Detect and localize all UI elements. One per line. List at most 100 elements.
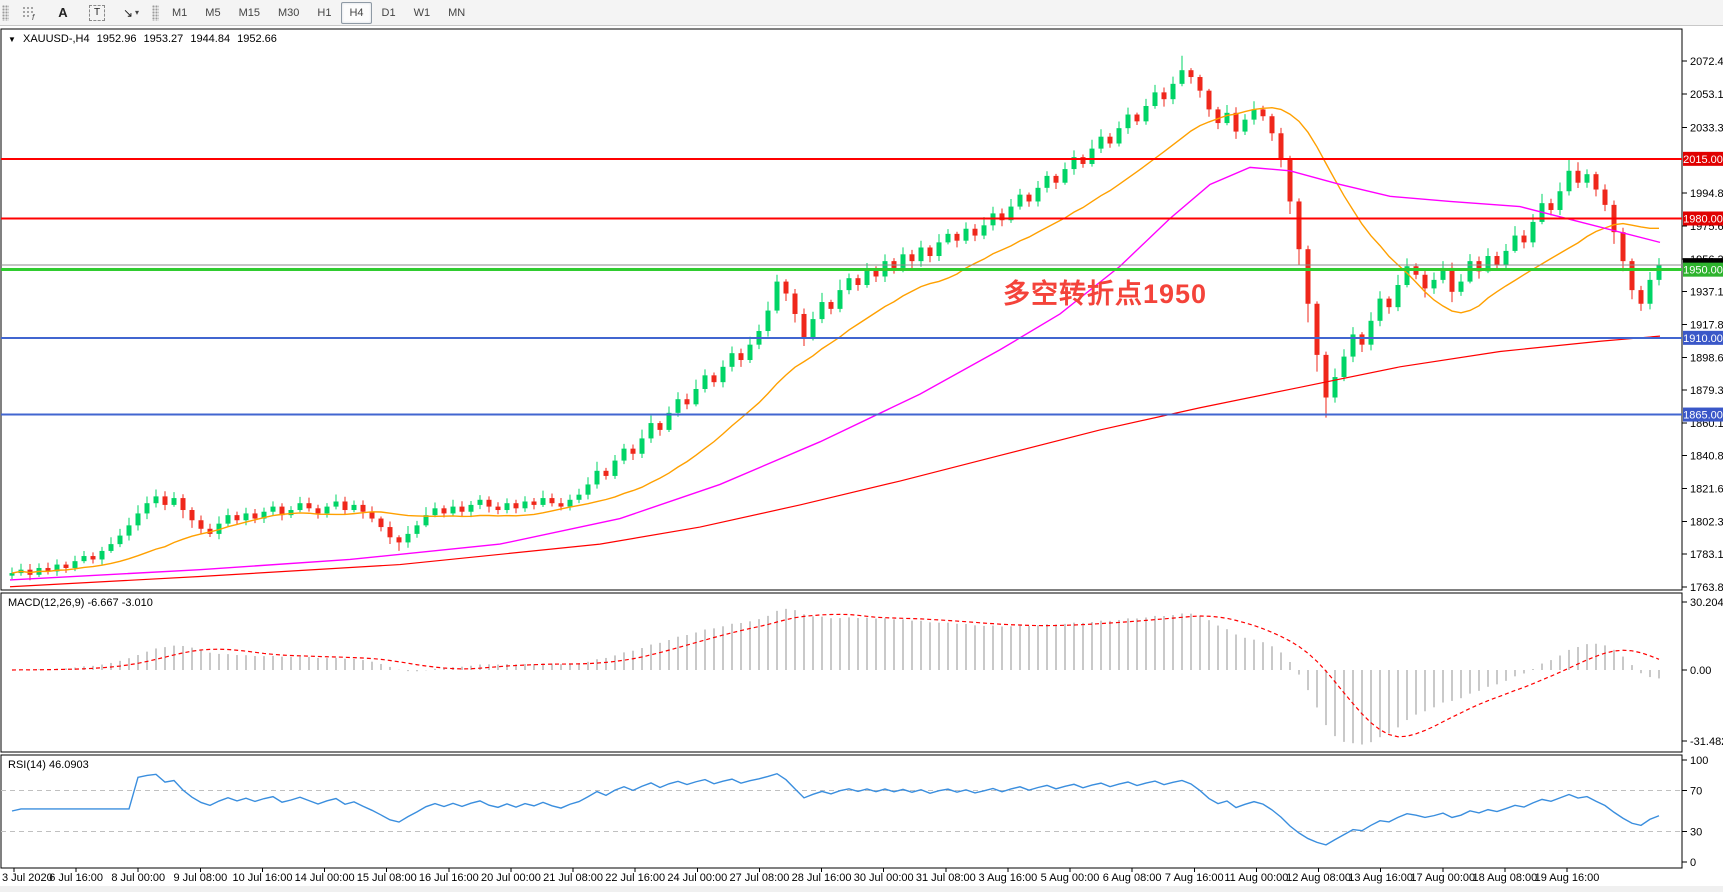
- timeframe-d1[interactable]: D1: [381, 6, 396, 19]
- svg-text:1783.10: 1783.10: [1690, 549, 1723, 561]
- svg-text:0.00: 0.00: [1690, 665, 1711, 677]
- timeframe-h1[interactable]: H1: [317, 6, 332, 19]
- svg-text:1840.85: 1840.85: [1690, 451, 1723, 463]
- svg-text:1917.85: 1917.85: [1690, 319, 1723, 331]
- svg-text:1980.00: 1980.00: [1683, 214, 1723, 226]
- svg-text:1994.85: 1994.85: [1690, 188, 1723, 200]
- macd-indicator-label: MACD(12,26,9) -6.667 -3.010: [8, 597, 153, 609]
- price-axis: 2072.402053.152033.351994.851975.601956.…: [1682, 56, 1723, 594]
- bottom-strip: [0, 886, 1723, 892]
- candles: [9, 55, 1662, 581]
- timeframe-h4[interactable]: H4: [341, 1, 372, 24]
- rsi-line: [11, 772, 1660, 846]
- ma-slow-line: [9, 335, 1661, 588]
- toolbar-drag-handle[interactable]: [2, 4, 9, 21]
- main-panel[interactable]: [0, 28, 1683, 591]
- svg-text:3 Jul 2020: 3 Jul 2020: [2, 872, 53, 884]
- symbol-header: ▼ XAUUSD-,H4 1952.96 1953.27 1944.84 195…: [8, 33, 281, 45]
- svg-text:28 Jul 16:00: 28 Jul 16:00: [792, 872, 852, 884]
- ohlc-low: 1944.84: [190, 33, 231, 45]
- svg-text:1898.60: 1898.60: [1690, 352, 1723, 364]
- ohlc-high: 1953.27: [143, 33, 184, 45]
- svg-text:2072.40: 2072.40: [1690, 56, 1723, 68]
- price-badge-1910.00: [1683, 330, 1723, 345]
- ohlc-close: 1952.66: [237, 33, 277, 45]
- svg-text:f: f: [32, 13, 35, 21]
- svg-text:-31.482: -31.482: [1690, 736, 1723, 748]
- text-label-button[interactable]: T: [82, 2, 112, 24]
- svg-text:27 Jul 08:00: 27 Jul 08:00: [729, 872, 789, 884]
- macd-signal-line: [11, 613, 1660, 738]
- indicators-icon[interactable]: f: [14, 2, 44, 24]
- svg-text:1910.00: 1910.00: [1683, 333, 1723, 345]
- indicators-grid-glyph: f: [23, 6, 35, 21]
- svg-text:15 Jul 08:00: 15 Jul 08:00: [357, 872, 417, 884]
- svg-text:1763.85: 1763.85: [1690, 582, 1723, 594]
- timeframe-buttons: M1 M5 M15 M30 H1 H4 D1 W1 MN: [163, 1, 474, 24]
- svg-text:24 Jul 00:00: 24 Jul 00:00: [667, 872, 727, 884]
- timeframe-m5[interactable]: M5: [205, 6, 221, 19]
- timeframe-w1[interactable]: W1: [413, 6, 431, 19]
- svg-text:1879.35: 1879.35: [1690, 385, 1723, 397]
- svg-text:2053.15: 2053.15: [1690, 89, 1723, 101]
- toolbar-separator: [152, 4, 159, 21]
- svg-text:1821.60: 1821.60: [1690, 484, 1723, 496]
- svg-text:6 Jul 16:00: 6 Jul 16:00: [49, 872, 103, 884]
- svg-text:3 Aug 16:00: 3 Aug 16:00: [979, 872, 1038, 884]
- svg-text:5 Aug 00:00: 5 Aug 00:00: [1041, 872, 1100, 884]
- timeframe-m30[interactable]: M30: [277, 6, 300, 19]
- price-badge-1950.00: [1683, 262, 1723, 277]
- timeframe-m15[interactable]: M15: [238, 6, 260, 19]
- svg-text:30: 30: [1690, 826, 1702, 838]
- symbol-collapse-icon[interactable]: ▼: [8, 35, 16, 44]
- arrow-tool-icon: ↘: [122, 5, 134, 20]
- ma-mid-line: [9, 166, 1661, 581]
- letter-t-icon: T: [89, 4, 105, 21]
- svg-text:10 Jul 16:00: 10 Jul 16:00: [233, 872, 293, 884]
- svg-text:2015.00: 2015.00: [1683, 154, 1723, 166]
- svg-text:21 Jul 08:00: 21 Jul 08:00: [543, 872, 603, 884]
- svg-text:18 Aug 08:00: 18 Aug 08:00: [1472, 872, 1537, 884]
- rsi-panel[interactable]: [0, 754, 1683, 869]
- svg-text:22 Jul 16:00: 22 Jul 16:00: [605, 872, 665, 884]
- letter-a-icon: A: [58, 5, 68, 20]
- price-badge-2015.00: [1683, 151, 1723, 166]
- svg-text:1950.00: 1950.00: [1683, 265, 1723, 277]
- svg-text:30.204: 30.204: [1690, 597, 1723, 609]
- svg-text:11 Aug 00:00: 11 Aug 00:00: [1224, 872, 1288, 884]
- svg-text:8 Jul 00:00: 8 Jul 00:00: [111, 872, 165, 884]
- svg-text:7 Aug 16:00: 7 Aug 16:00: [1165, 872, 1224, 884]
- svg-text:2033.35: 2033.35: [1690, 123, 1723, 135]
- svg-text:13 Aug 16:00: 13 Aug 16:00: [1348, 872, 1413, 884]
- svg-text:100: 100: [1690, 755, 1708, 767]
- chevron-down-icon: ▾: [135, 8, 140, 17]
- svg-text:14 Jul 00:00: 14 Jul 00:00: [295, 872, 355, 884]
- svg-text:0: 0: [1690, 857, 1696, 869]
- svg-text:9 Jul 08:00: 9 Jul 08:00: [173, 872, 227, 884]
- arrow-tools-button[interactable]: ↘ ▾: [116, 2, 146, 24]
- svg-text:6 Aug 08:00: 6 Aug 08:00: [1103, 872, 1162, 884]
- toolbar: f A T ↘ ▾ M1 M5 M15 M30 H1 H4 D1 W1 MN: [0, 0, 1723, 26]
- svg-text:30 Jul 00:00: 30 Jul 00:00: [854, 872, 914, 884]
- rsi-indicator-label: RSI(14) 46.0903: [8, 759, 89, 771]
- svg-text:70: 70: [1690, 786, 1702, 798]
- price-badge-1865.00: [1683, 407, 1723, 422]
- price-badge-1980.00: [1683, 211, 1723, 226]
- chart-annotation-text[interactable]: 多空转折点1950: [1003, 279, 1208, 309]
- svg-text:1937.10: 1937.10: [1690, 287, 1723, 299]
- svg-text:19 Aug 16:00: 19 Aug 16:00: [1535, 872, 1600, 884]
- svg-text:12 Aug 08:00: 12 Aug 08:00: [1286, 872, 1351, 884]
- svg-text:17 Aug 00:00: 17 Aug 00:00: [1410, 872, 1475, 884]
- ma-fast-line: [11, 107, 1660, 574]
- svg-text:1865.00: 1865.00: [1683, 410, 1723, 422]
- ohlc-open: 1952.96: [96, 33, 137, 45]
- timeframe-m1[interactable]: M1: [172, 6, 188, 19]
- svg-text:16 Jul 16:00: 16 Jul 16:00: [419, 872, 479, 884]
- text-annotation-button[interactable]: A: [48, 2, 78, 24]
- timeframe-mn[interactable]: MN: [448, 6, 466, 19]
- macd-plot: 30.204 0.00 -31.482: [20, 597, 1723, 748]
- macd-panel[interactable]: [0, 592, 1683, 753]
